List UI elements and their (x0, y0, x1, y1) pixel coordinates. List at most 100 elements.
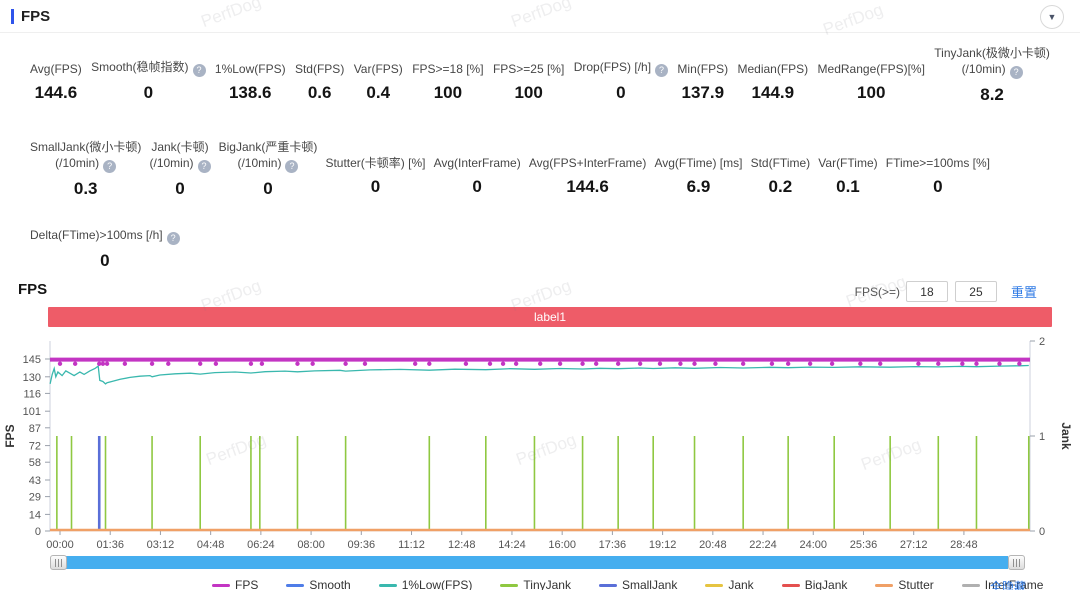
stat-value: 0 (472, 177, 482, 197)
svg-text:12:48: 12:48 (448, 539, 476, 551)
legend-label: 1%Low(FPS) (401, 578, 473, 590)
stat-value: 0.6 (307, 83, 332, 102)
fps-threshold-label: FPS(>=) (854, 284, 900, 299)
legend-hide-all-link[interactable]: 全隐藏 (990, 580, 1027, 590)
legend-label: Jank (728, 578, 754, 590)
stat-value: 137.9 (681, 83, 725, 102)
legend-item-1-low-fps-[interactable]: 1%Low(FPS) (378, 578, 473, 590)
stats-row-1: Avg(FPS) 144.6 Smooth(稳帧指数)? 0 1%Low(FPS) 138… (30, 45, 1050, 105)
series-fps-dots (57, 361, 1022, 367)
svg-text:14: 14 (29, 510, 41, 522)
legend-item-jank[interactable]: Jank (705, 578, 754, 590)
datazoom-left-handle[interactable] (50, 555, 67, 571)
chevron-down-icon: ▼ (1047, 11, 1057, 22)
svg-text:14:24: 14:24 (498, 539, 526, 551)
stats-row-3: Delta(FTime)>100ms [/h]? 0 (30, 213, 180, 271)
svg-text:25:36: 25:36 (850, 539, 878, 551)
help-icon[interactable]: ? (166, 232, 180, 246)
help-icon[interactable]: ? (285, 160, 299, 174)
legend-marker (500, 583, 519, 587)
help-icon[interactable]: ? (197, 160, 211, 174)
stat-value: 0 (143, 83, 154, 102)
datazoom-right-handle[interactable] (1008, 555, 1025, 571)
svg-text:11:12: 11:12 (398, 539, 425, 551)
stat: TinyJank(极微小卡顿) (/10min)? 8.2 (934, 45, 1050, 105)
svg-text:20:48: 20:48 (699, 539, 727, 551)
datazoom-slider[interactable] (0, 555, 1080, 571)
stat: Var(FPS) 0.4 (354, 45, 403, 103)
svg-text:145: 145 (23, 354, 41, 366)
stats-row-2: SmallJank(微小卡顿) (/10min)? 0.3 Jank(卡顿) (/10m… (30, 139, 1050, 199)
stat-value: 100 (433, 83, 463, 102)
stat: Median(FPS) 144.9 (737, 45, 808, 103)
stat: Std(FPS) 0.6 (295, 45, 344, 103)
stat-value: 8.2 (980, 85, 1004, 105)
help-icon[interactable]: ? (192, 64, 206, 77)
svg-text:Jank: Jank (1059, 423, 1073, 451)
stat-label: Avg(FPS) (30, 61, 82, 76)
svg-text:72: 72 (29, 441, 41, 453)
legend-item-smalljank[interactable]: SmallJank (598, 578, 677, 590)
stat-value: 6.9 (686, 177, 711, 197)
legend-item-fps[interactable]: FPS (212, 578, 258, 590)
reset-link[interactable]: 重置 (1010, 285, 1037, 301)
stat-value: 0.1 (836, 177, 860, 197)
stat-value: 144.6 (566, 177, 609, 197)
series-1-low-fps- (49, 365, 1029, 386)
label-banner[interactable]: label1 (48, 307, 1052, 328)
stat-value: 100 (514, 83, 543, 102)
svg-text:1: 1 (1039, 431, 1045, 443)
stat: Avg(FTime) [ms] 6.9 (654, 139, 742, 197)
svg-text:04:48: 04:48 (197, 539, 225, 551)
title-accent-bar (11, 8, 14, 24)
svg-text:130: 130 (23, 372, 41, 384)
datazoom-range[interactable] (66, 556, 1008, 570)
stat-label: Avg(InterFrame) (433, 156, 521, 170)
fps-threshold-input-2[interactable] (954, 281, 997, 303)
fps-threshold-input-1[interactable] (905, 281, 948, 303)
grip-icon (55, 558, 62, 567)
legend-item-smooth[interactable]: Smooth (286, 578, 351, 590)
stat: Avg(InterFrame) 0 (434, 139, 521, 197)
stat: Avg(FPS+InterFrame) 144.6 (529, 139, 646, 197)
legend-marker (286, 583, 305, 587)
legend-item-stutter[interactable]: Stutter (875, 578, 934, 590)
stat: Smooth(稳帧指数)? 0 (91, 45, 206, 103)
help-icon[interactable]: ? (103, 160, 117, 174)
legend-item-interframe[interactable]: InterFrame (961, 578, 1043, 590)
svg-text:43: 43 (29, 475, 41, 487)
svg-text:00:00: 00:00 (46, 539, 74, 551)
stat-value: 0.4 (366, 83, 391, 102)
fps-chart-canvas[interactable]: 0 14 29 43 58 72 87 101 116 130 145 0 1 2 00:00 01:36 03… (0, 331, 1080, 553)
stat-value: 0.3 (73, 179, 98, 199)
stat-value: 0 (370, 177, 381, 197)
stat: BigJank(严重卡顿) (/10min)? 0 (219, 139, 318, 199)
legend-item-tinyjank[interactable]: TinyJank (500, 578, 571, 590)
help-icon[interactable]: ? (655, 64, 669, 77)
stat: FPS>=18 [%] 100 (412, 45, 483, 103)
chart-legend: FPS Smooth 1%Low(FPS) TinyJank SmallJank Jank… (0, 578, 1080, 590)
panel-title: FPS (21, 7, 51, 25)
svg-text:19:12: 19:12 (649, 539, 677, 551)
stat-label: FPS>=18 [%] (412, 61, 484, 76)
stat-value: 0 (175, 179, 185, 199)
legend-marker (705, 583, 724, 587)
help-icon[interactable]: ? (1009, 66, 1023, 80)
stat-label: Stutter(卡顿率) [%] (325, 156, 426, 170)
stat-value: 0.2 (768, 177, 793, 197)
series-tinyjank (56, 436, 1030, 531)
stat-label: Drop(FPS) [/h]? (574, 45, 669, 77)
legend-item-bigjank[interactable]: BigJank (781, 578, 847, 590)
label-banner-text: label1 (533, 310, 567, 325)
stat-label: MedRange(FPS)[%] (817, 61, 925, 76)
stat: Stutter(卡顿率) [%] 0 (325, 139, 425, 197)
svg-text:28:48: 28:48 (950, 539, 978, 551)
stat: FTime>=100ms [%] 0 (886, 139, 990, 197)
stat-label: Delta(FTime)>100ms [/h]? (30, 213, 180, 246)
stats-summary: Avg(FPS) 144.6 Smooth(稳帧指数)? 0 1%Low(FPS) 138… (0, 45, 1080, 271)
stat-label: FTime>=100ms [%] (885, 156, 990, 170)
stat-label: Jank(卡顿) (/10min)? (149, 140, 211, 174)
svg-text:29: 29 (29, 492, 41, 504)
collapse-button[interactable]: ▼ (1040, 5, 1064, 29)
